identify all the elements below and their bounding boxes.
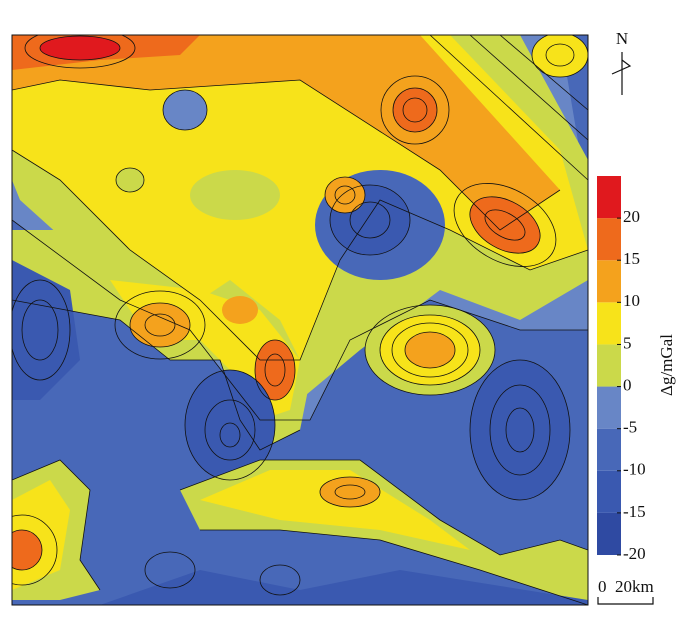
anomaly-map xyxy=(12,35,588,605)
north-label: N xyxy=(616,29,628,48)
scale-end-label: 20km xyxy=(615,577,654,596)
legend-tick-label: 15 xyxy=(623,249,640,268)
legend-tick-label: -10 xyxy=(623,460,646,479)
map-fills xyxy=(12,35,588,605)
legend-band xyxy=(597,470,621,513)
legend-band xyxy=(597,302,621,345)
map-frame xyxy=(11,34,589,606)
legend-tick-label: 10 xyxy=(623,291,640,310)
legend-band xyxy=(597,218,621,261)
legend-tick-label: 0 xyxy=(623,375,632,394)
color-legend: Δg/mGal -20 -15 -10 -5 0 5 10 15 20 xyxy=(597,176,676,563)
legend-band xyxy=(597,428,621,471)
scale-bar: 0 20km xyxy=(597,577,654,605)
legend-tick-label: -5 xyxy=(623,418,637,437)
north-arrow: N xyxy=(611,29,632,95)
legend-tick-label: -15 xyxy=(623,502,646,521)
legend-band xyxy=(597,344,621,387)
legend-tick-label: 5 xyxy=(623,333,632,352)
legend-band xyxy=(597,260,621,303)
legend-band xyxy=(597,512,621,555)
legend-title: Δg/mGal xyxy=(657,334,676,396)
legend-band xyxy=(597,386,621,429)
scale-start-label: 0 xyxy=(598,577,607,596)
legend-tick-label: 20 xyxy=(623,207,640,226)
legend-band xyxy=(597,176,621,219)
legend-tick-label: -20 xyxy=(623,544,646,563)
contour-lines xyxy=(12,35,588,605)
